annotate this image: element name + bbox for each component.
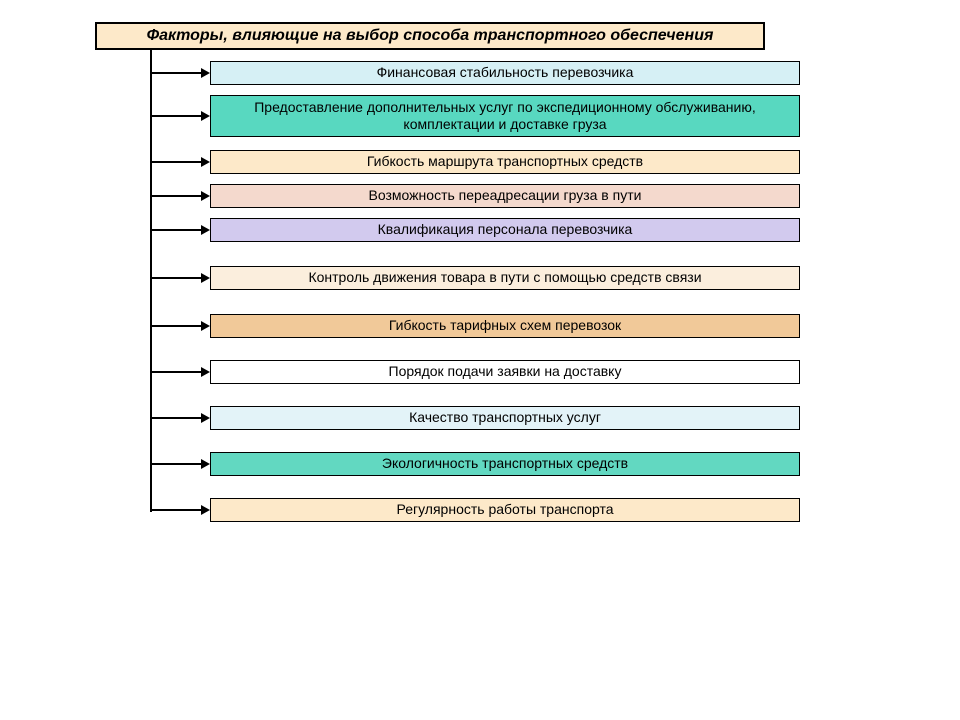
arrow-icon-7 [201, 367, 210, 377]
factor-label: Контроль движения товара в пути с помощь… [308, 269, 701, 287]
branch-7 [150, 371, 201, 373]
factor-staff-qual: Квалификация персонала перевозчика [210, 218, 800, 242]
branch-5 [150, 277, 201, 279]
factor-tariff-flex: Гибкость тарифных схем перевозок [210, 314, 800, 338]
factor-label: Гибкость маршрута транспортных средств [367, 153, 643, 171]
arrow-icon-4 [201, 225, 210, 235]
factor-label: Порядок подачи заявки на доставку [389, 363, 622, 381]
arrow-icon-9 [201, 459, 210, 469]
factor-regularity: Регулярность работы транспорта [210, 498, 800, 522]
factor-label: Качество транспортных услуг [409, 409, 601, 427]
factor-route-flex: Гибкость маршрута транспортных средств [210, 150, 800, 174]
diagram-header: Факторы, влияющие на выбор способа транс… [95, 22, 765, 50]
factor-label: Регулярность работы транспорта [397, 501, 614, 519]
factor-order-proc: Порядок подачи заявки на доставку [210, 360, 800, 384]
factor-label: Финансовая стабильность перевозчика [377, 64, 634, 82]
factor-label: Возможность переадресации груза в пути [369, 187, 642, 205]
branch-3 [150, 195, 201, 197]
factor-label: Гибкость тарифных схем перевозок [389, 317, 621, 335]
arrow-icon-0 [201, 68, 210, 78]
branch-0 [150, 72, 201, 74]
factor-label: Предоставление дополнительных услуг по э… [219, 99, 791, 134]
branch-10 [150, 509, 201, 511]
factor-label: Экологичность транспортных средств [382, 455, 628, 473]
factor-extra-services: Предоставление дополнительных услуг по э… [210, 95, 800, 137]
arrow-icon-10 [201, 505, 210, 515]
branch-9 [150, 463, 201, 465]
branch-1 [150, 115, 201, 117]
factor-tracking: Контроль движения товара в пути с помощь… [210, 266, 800, 290]
diagram-header-text: Факторы, влияющие на выбор способа транс… [147, 27, 714, 45]
arrow-icon-5 [201, 273, 210, 283]
arrow-icon-1 [201, 111, 210, 121]
factor-label: Квалификация персонала перевозчика [378, 221, 633, 239]
branch-4 [150, 229, 201, 231]
branch-8 [150, 417, 201, 419]
arrow-icon-8 [201, 413, 210, 423]
branch-6 [150, 325, 201, 327]
factor-eco: Экологичность транспортных средств [210, 452, 800, 476]
factor-fin-stability: Финансовая стабильность перевозчика [210, 61, 800, 85]
arrow-icon-6 [201, 321, 210, 331]
branch-2 [150, 161, 201, 163]
factor-service-quality: Качество транспортных услуг [210, 406, 800, 430]
trunk-line [150, 50, 152, 512]
arrow-icon-2 [201, 157, 210, 167]
factor-redirect: Возможность переадресации груза в пути [210, 184, 800, 208]
arrow-icon-3 [201, 191, 210, 201]
